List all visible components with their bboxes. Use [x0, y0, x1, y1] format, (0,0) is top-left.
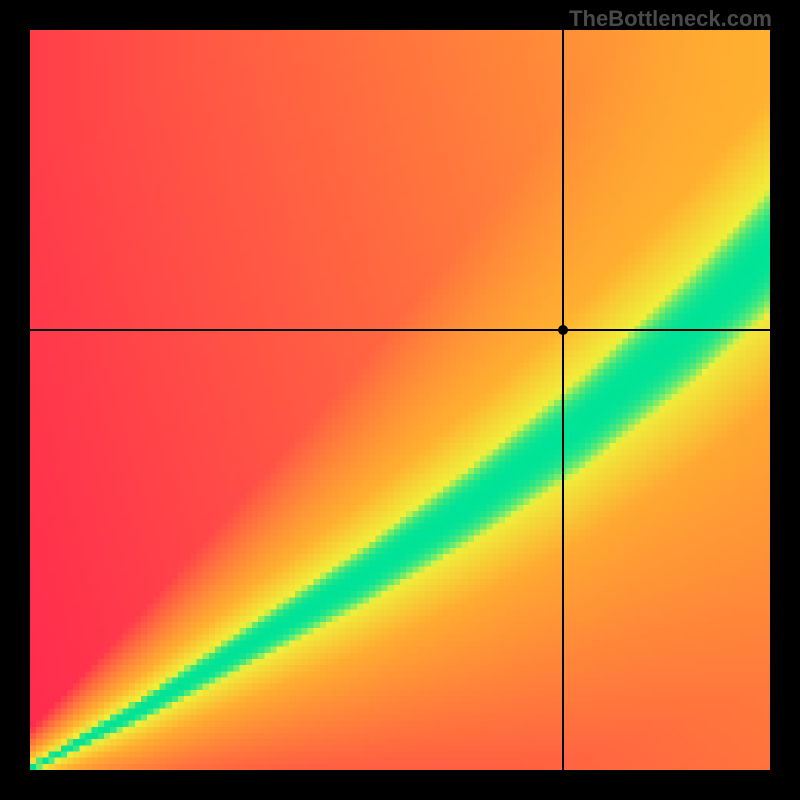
plot-area — [30, 30, 770, 770]
crosshair-vertical — [562, 30, 564, 770]
heatmap-canvas — [30, 30, 770, 770]
chart-container: TheBottleneck.com — [0, 0, 800, 800]
watermark-text: TheBottleneck.com — [569, 6, 772, 32]
crosshair-marker — [558, 325, 568, 335]
crosshair-horizontal — [30, 329, 770, 331]
